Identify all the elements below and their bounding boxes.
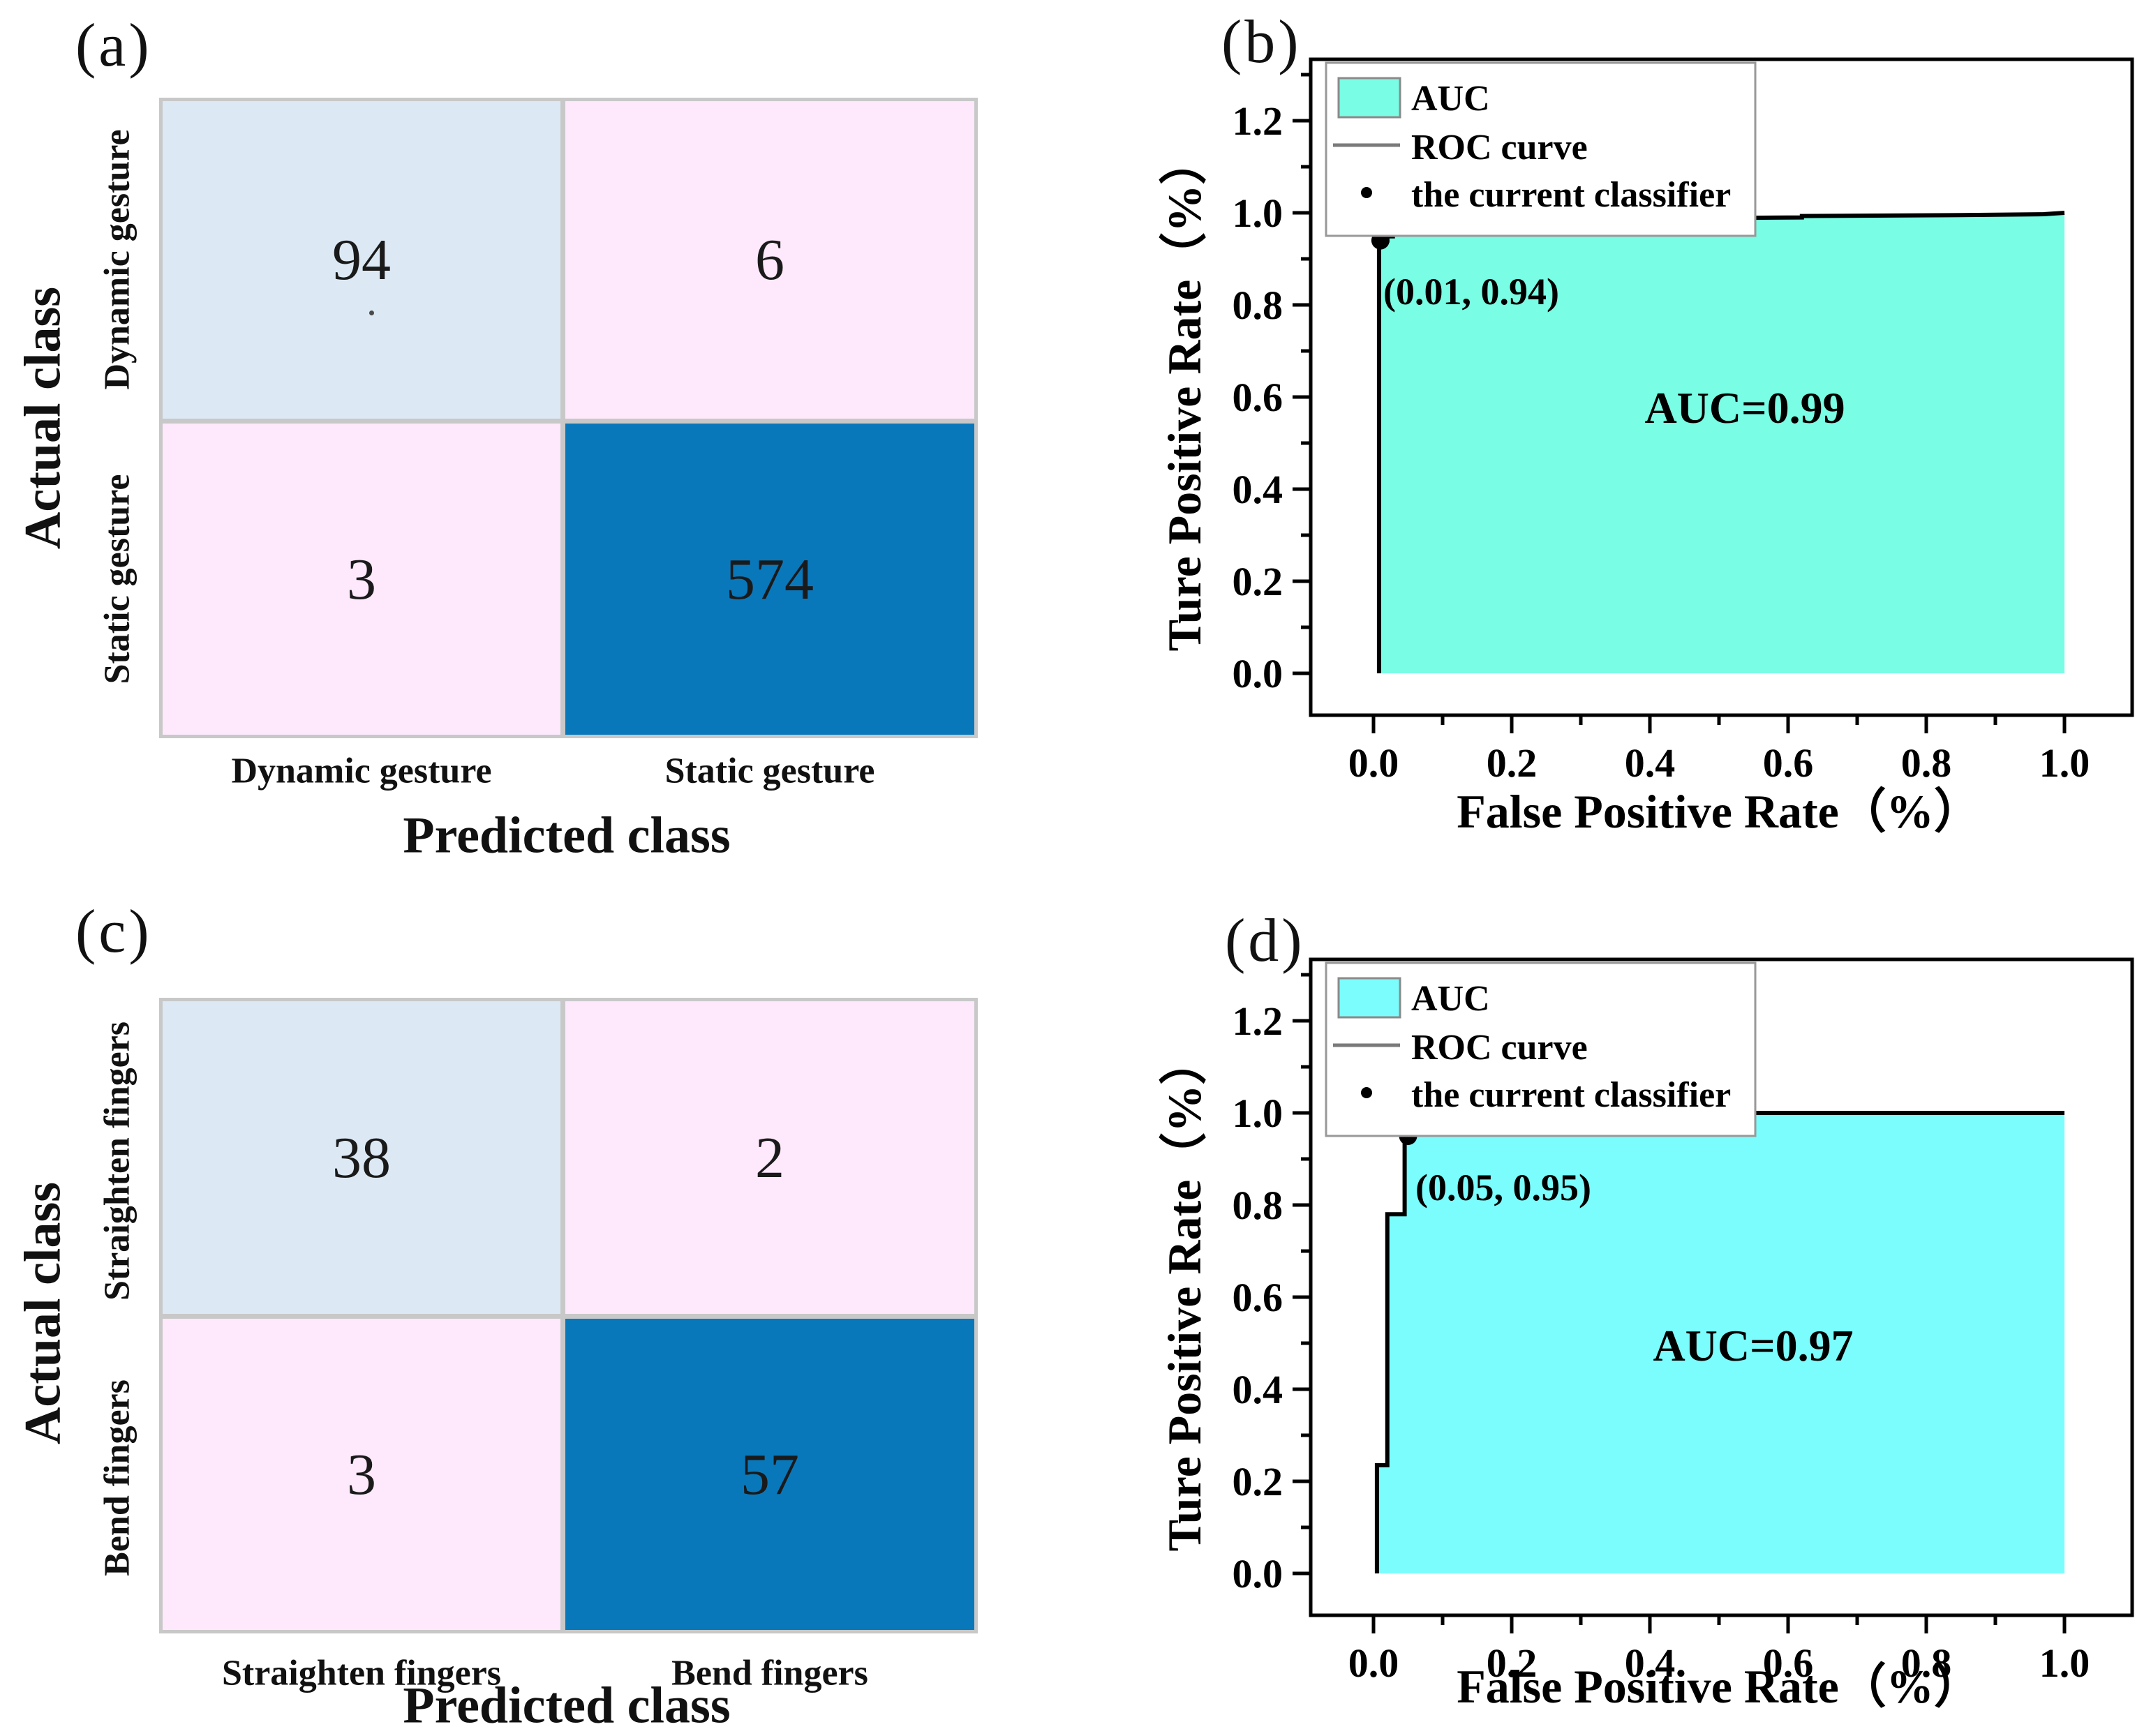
panel-c-y-axis-title: Actual class bbox=[14, 1181, 72, 1445]
panel-c-cell-0-0: 38 bbox=[163, 1001, 560, 1314]
y-tick-label: 0.2 bbox=[1233, 559, 1283, 604]
y-tick-label: 1.2 bbox=[1233, 998, 1283, 1044]
cell-value: 94 bbox=[332, 227, 391, 292]
panel-a-row-label-0: Dynamic gesture bbox=[97, 129, 137, 390]
y-tick-label: 1.0 bbox=[1233, 190, 1283, 236]
panel-label-a: (a) bbox=[75, 12, 152, 80]
auc-value-annotation: AUC=0.97 bbox=[1653, 1321, 1853, 1370]
auc-value-annotation: AUC=0.99 bbox=[1644, 383, 1845, 433]
auc-swatch bbox=[1337, 977, 1401, 1019]
speck-artifact bbox=[369, 310, 374, 315]
legend-label-classifier: the current classifier bbox=[1411, 175, 1731, 215]
classifier-dot-icon bbox=[1361, 187, 1372, 198]
x-tick-label: 0.2 bbox=[1487, 1640, 1538, 1686]
x-tick-label: 1.0 bbox=[2039, 740, 2090, 786]
roc-chart-b: 0.0 0.2 0.4 0.6 0.8 1.00.00.20.40.60.81.01.2 … bbox=[1158, 57, 2134, 838]
cell-value: 2 bbox=[755, 1125, 784, 1190]
legend-label-roc-curve: ROC curve bbox=[1411, 1028, 1588, 1068]
x-tick-label: 0.4 bbox=[1625, 1640, 1676, 1686]
panel-a-cell-1-0: 3 bbox=[163, 424, 560, 735]
x-axis-title: False Positive Rate（%） bbox=[1457, 785, 1981, 838]
panel-c-matrix: 38 2 3 57 bbox=[159, 998, 978, 1633]
x-tick-label: 0.6 bbox=[1763, 740, 1814, 786]
x-tick-label: 0.4 bbox=[1625, 740, 1676, 786]
y-tick-label: 1.0 bbox=[1233, 1091, 1283, 1136]
y-tick-label: 0.0 bbox=[1233, 651, 1283, 696]
roc-chart-d: 0.0 0.2 0.4 0.6 0.8 1.00.00.20.40.60.81.01.2 … bbox=[1158, 957, 2134, 1713]
panel-a-cell-0-1: 6 bbox=[565, 101, 974, 419]
auc-swatch bbox=[1337, 77, 1401, 119]
panel-a-y-axis-title: Actual class bbox=[14, 286, 72, 550]
x-tick-label: 0.8 bbox=[1901, 740, 1952, 786]
x-axis-title: False Positive Rate（%） bbox=[1457, 1660, 1981, 1713]
y-tick-label: 0.2 bbox=[1233, 1459, 1283, 1504]
cell-value: 3 bbox=[347, 546, 376, 612]
y-axis-title: Ture Positive Rate（%） bbox=[1158, 137, 1211, 652]
panel-c-col-label-0: Straighten fingers bbox=[221, 1653, 502, 1693]
panel-c-col-label-1: Bend fingers bbox=[671, 1653, 868, 1693]
classifier-point-annotation: (0.01, 0.94) bbox=[1383, 271, 1559, 313]
cell-value: 57 bbox=[740, 1442, 799, 1507]
classifier-dot-icon bbox=[1361, 1087, 1372, 1098]
y-axis-title: Ture Positive Rate（%） bbox=[1158, 1038, 1211, 1552]
panel-c-row-label-1: Bend fingers bbox=[97, 1379, 137, 1576]
panel-a-row-label-1: Static gesture bbox=[97, 474, 137, 684]
x-tick-label: 1.0 bbox=[2039, 1640, 2090, 1686]
legend-label-auc: AUC bbox=[1411, 79, 1490, 119]
legend-d: AUC ROC curve the current classifier bbox=[1325, 961, 1757, 1137]
roc-plot-area-b: 0.0 0.2 0.4 0.6 0.8 1.0 0.0 0.2 0.4 0.6 0.8 1.0 1.2 bbox=[1233, 57, 2134, 786]
x-tick-label: 0.6 bbox=[1763, 1640, 1814, 1686]
x-tick-label: 0.8 bbox=[1901, 1640, 1952, 1686]
panel-label-b: (b) bbox=[1221, 8, 1302, 76]
y-tick-label: 0.0 bbox=[1233, 1551, 1283, 1596]
panel-a-col-label-0: Dynamic gesture bbox=[231, 751, 492, 791]
y-tick-label: 0.8 bbox=[1233, 1183, 1283, 1228]
y-tick-label: 0.6 bbox=[1233, 375, 1283, 420]
y-tick-label: 1.2 bbox=[1233, 98, 1283, 144]
x-tick-label: 0.2 bbox=[1487, 740, 1538, 786]
panel-a-col-label-1: Static gesture bbox=[664, 751, 875, 791]
x-tick-label: 0.0 bbox=[1348, 1640, 1399, 1686]
panel-c-x-axis-title: Predicted class bbox=[403, 1677, 731, 1735]
panel-a-x-axis-title: Predicted class bbox=[403, 807, 731, 865]
panel-a-cell-0-0: 94 bbox=[163, 101, 560, 419]
panel-c-row-label-0: Straighten fingers bbox=[97, 1021, 137, 1301]
panel-c-cell-1-1: 57 bbox=[565, 1319, 974, 1630]
panel-label-c: (c) bbox=[75, 898, 152, 966]
legend-b: AUC ROC curve the current classifier bbox=[1325, 61, 1757, 237]
panel-a-cell-1-1: 574 bbox=[565, 424, 974, 735]
y-tick-label: 0.6 bbox=[1233, 1275, 1283, 1320]
cell-value: 38 bbox=[332, 1125, 391, 1190]
cell-value: 3 bbox=[347, 1442, 376, 1507]
panel-c-cell-1-0: 3 bbox=[163, 1319, 560, 1630]
legend-label-classifier: the current classifier bbox=[1411, 1075, 1731, 1115]
panel-label-d: (d) bbox=[1225, 907, 1305, 975]
cell-value: 6 bbox=[755, 227, 784, 292]
panel-a-matrix: 94 6 3 574 bbox=[159, 98, 978, 738]
y-tick-label: 0.4 bbox=[1233, 467, 1283, 512]
panel-c-cell-0-1: 2 bbox=[565, 1001, 974, 1314]
x-tick-label: 0.0 bbox=[1348, 740, 1399, 786]
legend-label-auc: AUC bbox=[1411, 979, 1490, 1019]
roc-plot-area-d: 0.0 0.2 0.4 0.6 0.8 1.0 0.0 0.2 0.4 0.6 0.8 1.0 1.2 bbox=[1233, 957, 2134, 1686]
y-tick-label: 0.8 bbox=[1233, 283, 1283, 328]
y-tick-label: 0.4 bbox=[1233, 1367, 1283, 1412]
classifier-point-annotation: (0.05, 0.95) bbox=[1415, 1167, 1591, 1209]
legend-label-roc-curve: ROC curve bbox=[1411, 128, 1588, 167]
cell-value: 574 bbox=[726, 546, 814, 612]
